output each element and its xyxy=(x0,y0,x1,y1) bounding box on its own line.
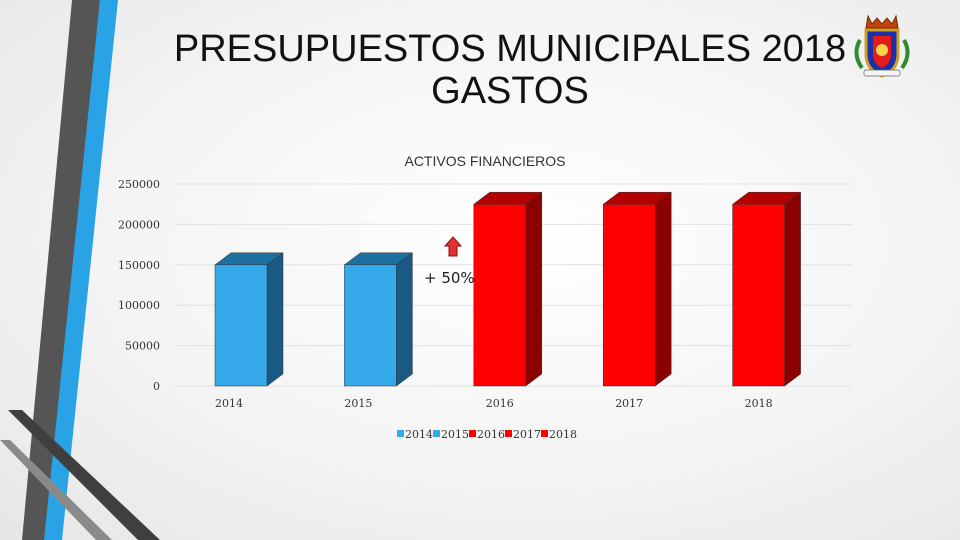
bars xyxy=(214,191,802,387)
bar-front xyxy=(344,264,397,387)
legend: 2014 2015 2016 2017 2018 xyxy=(397,428,577,441)
bar-side xyxy=(525,191,543,387)
bar-side xyxy=(396,252,413,387)
legend-label: 2014 xyxy=(405,428,433,441)
bar-2015 xyxy=(343,252,414,387)
y-tick-label: 0 xyxy=(153,380,160,393)
decor-blue-stripe xyxy=(44,0,118,540)
annotation-text: + 50% xyxy=(424,269,475,287)
y-tick-label: 50000 xyxy=(125,340,160,353)
decor-bottom-gray xyxy=(8,410,160,540)
x-tick-label: 2016 xyxy=(486,397,514,410)
slide-title-line2: GASTOS xyxy=(431,70,589,112)
bar-2016 xyxy=(473,191,543,387)
bar-front xyxy=(473,203,527,387)
legend-swatch xyxy=(469,430,476,437)
y-tick-label: 150000 xyxy=(118,259,160,272)
legend-swatch xyxy=(541,430,548,437)
x-axis-labels: 2014 2015 2016 2017 2018 xyxy=(215,397,773,410)
chart-title: ACTIVOS FINANCIEROS xyxy=(404,153,565,169)
coat-of-arms-emblem xyxy=(854,14,910,78)
bar-front xyxy=(602,203,656,387)
bar-front xyxy=(732,203,785,387)
x-tick-label: 2017 xyxy=(615,397,643,410)
slide-title-line1: PRESUPUESTOS MUNICIPALES 2018 xyxy=(173,28,847,70)
growth-annotation: + 50% xyxy=(424,236,475,287)
decor-bottom-light xyxy=(0,440,112,540)
x-tick-label: 2018 xyxy=(745,397,773,410)
y-tick-label: 250000 xyxy=(118,178,160,191)
bar-side xyxy=(266,252,284,387)
bar-side xyxy=(784,191,801,387)
x-tick-label: 2015 xyxy=(344,397,372,410)
decor-gray-stripe xyxy=(22,0,100,540)
bar-side xyxy=(654,191,672,387)
y-axis-ticks: 0 50000 100000 150000 200000 250000 xyxy=(118,178,160,393)
legend-label: 2015 xyxy=(441,428,469,441)
legend-swatch xyxy=(433,430,440,437)
bar-2014 xyxy=(214,252,284,387)
legend-swatch xyxy=(505,430,512,437)
legend-label: 2018 xyxy=(549,428,577,441)
y-tick-label: 200000 xyxy=(118,218,160,231)
bar-2017 xyxy=(602,191,672,387)
x-tick-label: 2014 xyxy=(215,397,243,410)
bar-2018 xyxy=(731,191,802,387)
legend-swatch xyxy=(397,430,404,437)
y-tick-label: 100000 xyxy=(118,299,160,312)
up-arrow-icon xyxy=(443,236,463,257)
bar-front xyxy=(214,264,268,387)
slide-title: PRESUPUESTOS MUNICIPALES 2018 GASTOS xyxy=(150,28,870,112)
legend-label: 2017 xyxy=(513,428,541,441)
legend-label: 2016 xyxy=(477,428,505,441)
